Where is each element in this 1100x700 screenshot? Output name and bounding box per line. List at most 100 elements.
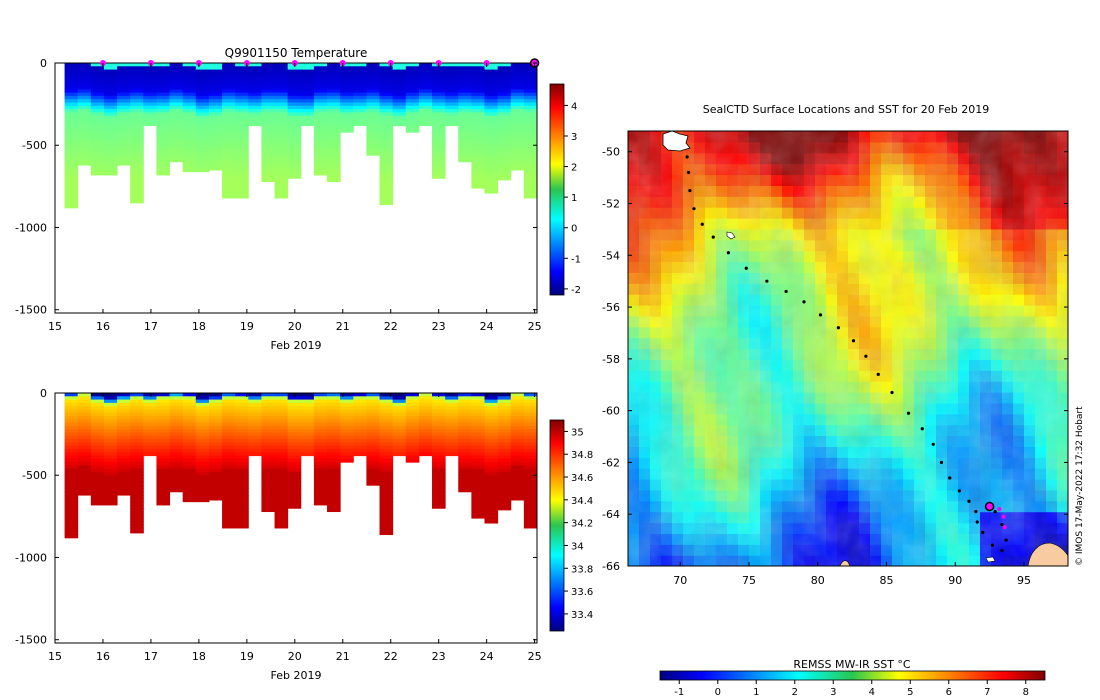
profile-cell xyxy=(261,138,276,143)
profile-cell xyxy=(90,151,105,156)
profile-cell xyxy=(313,455,328,460)
profile-cell xyxy=(484,445,499,450)
profile-cell xyxy=(130,468,144,473)
profile-cell xyxy=(274,89,289,94)
profile-cell xyxy=(313,99,328,104)
profile-cell xyxy=(471,109,485,113)
profile-cell xyxy=(392,105,407,110)
profile-cell xyxy=(471,416,485,420)
profile-cell xyxy=(366,402,381,407)
profile-cell xyxy=(156,89,171,94)
profile-cell xyxy=(458,141,472,146)
profile-cell xyxy=(484,478,499,483)
profile-cell xyxy=(497,402,512,407)
profile-cell xyxy=(156,412,171,417)
profile-cell xyxy=(103,99,118,104)
profile-cell xyxy=(458,448,472,453)
profile-cell xyxy=(156,155,171,159)
profile-cell xyxy=(300,425,315,430)
profile-cell xyxy=(195,135,210,140)
profile-cell xyxy=(471,86,485,90)
x-tick-label: 24 xyxy=(480,320,494,333)
profile-cell xyxy=(523,445,537,450)
profile-cell xyxy=(366,63,381,67)
profile-cell xyxy=(353,95,367,100)
profile-cell xyxy=(366,95,381,100)
profile-cell xyxy=(195,439,210,443)
profile-cell xyxy=(471,72,485,77)
profile-cell xyxy=(432,406,446,411)
profile-cell xyxy=(510,82,525,87)
profile-cell xyxy=(418,452,433,457)
profile-cell xyxy=(130,151,144,156)
profile-cell xyxy=(497,498,512,503)
profile-cell xyxy=(235,164,249,169)
profile-cell xyxy=(64,442,79,447)
profile-cell xyxy=(510,105,525,110)
profile-cell xyxy=(313,458,328,463)
profile-cell xyxy=(169,406,184,411)
profile-cell xyxy=(64,462,79,466)
profile-cell xyxy=(471,481,485,486)
profile-cell xyxy=(313,82,328,87)
profile-cell xyxy=(287,422,302,427)
profile-cell xyxy=(64,76,79,81)
profile-cell xyxy=(432,155,446,159)
profile-cell xyxy=(103,452,118,457)
profile-cell xyxy=(340,435,354,440)
profile-cell xyxy=(208,125,223,130)
profile-cell xyxy=(379,498,394,503)
profile-cell xyxy=(313,494,328,499)
profile-cell xyxy=(445,406,459,411)
profile-cell xyxy=(510,158,525,163)
profile-cell xyxy=(340,419,354,424)
profile-cell xyxy=(103,481,118,486)
profile-cell xyxy=(274,399,289,404)
profile-cell xyxy=(523,402,537,407)
profile-cell xyxy=(392,112,407,117)
profile-cell xyxy=(287,419,302,424)
profile-cell xyxy=(90,458,105,463)
profile-cell xyxy=(523,115,537,120)
map-colorbar-tick-label: 1 xyxy=(753,687,759,698)
profile-cell xyxy=(366,455,381,460)
profile-cell xyxy=(195,471,210,476)
profile-cell xyxy=(90,498,105,503)
profile-cell xyxy=(248,452,262,457)
profile-cell xyxy=(64,128,79,133)
profile-cell xyxy=(274,465,289,470)
profile-cell xyxy=(222,501,236,506)
profile-cell xyxy=(497,422,512,427)
profile-cell xyxy=(379,406,394,411)
profile-cell xyxy=(287,92,302,97)
profile-cell xyxy=(458,462,472,466)
profile-cell xyxy=(195,168,210,173)
profile-cell xyxy=(156,76,171,81)
profile-cell xyxy=(471,115,485,120)
profile-cell xyxy=(523,181,537,186)
x-tick-label: 19 xyxy=(240,650,254,663)
profile-cell xyxy=(77,445,92,450)
profile-cell xyxy=(156,445,171,450)
profile-cell xyxy=(169,118,184,123)
colorbar-tick-label: 33.8 xyxy=(571,564,593,575)
profile-cell xyxy=(235,95,249,100)
profile-cell xyxy=(195,396,210,401)
profile-cell xyxy=(300,92,315,97)
profile-cell xyxy=(497,396,512,401)
profile-cell xyxy=(458,99,472,104)
profile-cell xyxy=(235,188,249,192)
profile-cell xyxy=(484,135,499,140)
profile-cell xyxy=(130,95,144,100)
profile-cell xyxy=(103,115,118,120)
profile-cell xyxy=(379,194,394,199)
profile-cell xyxy=(366,76,381,81)
profile-cell xyxy=(379,409,394,414)
profile-cell xyxy=(195,475,210,480)
profile-cell xyxy=(103,155,118,159)
profile-cell xyxy=(458,89,472,94)
profile-cell xyxy=(130,432,144,437)
profile-cell xyxy=(366,425,381,430)
profile-cell xyxy=(103,494,118,499)
profile-cell xyxy=(458,471,472,476)
